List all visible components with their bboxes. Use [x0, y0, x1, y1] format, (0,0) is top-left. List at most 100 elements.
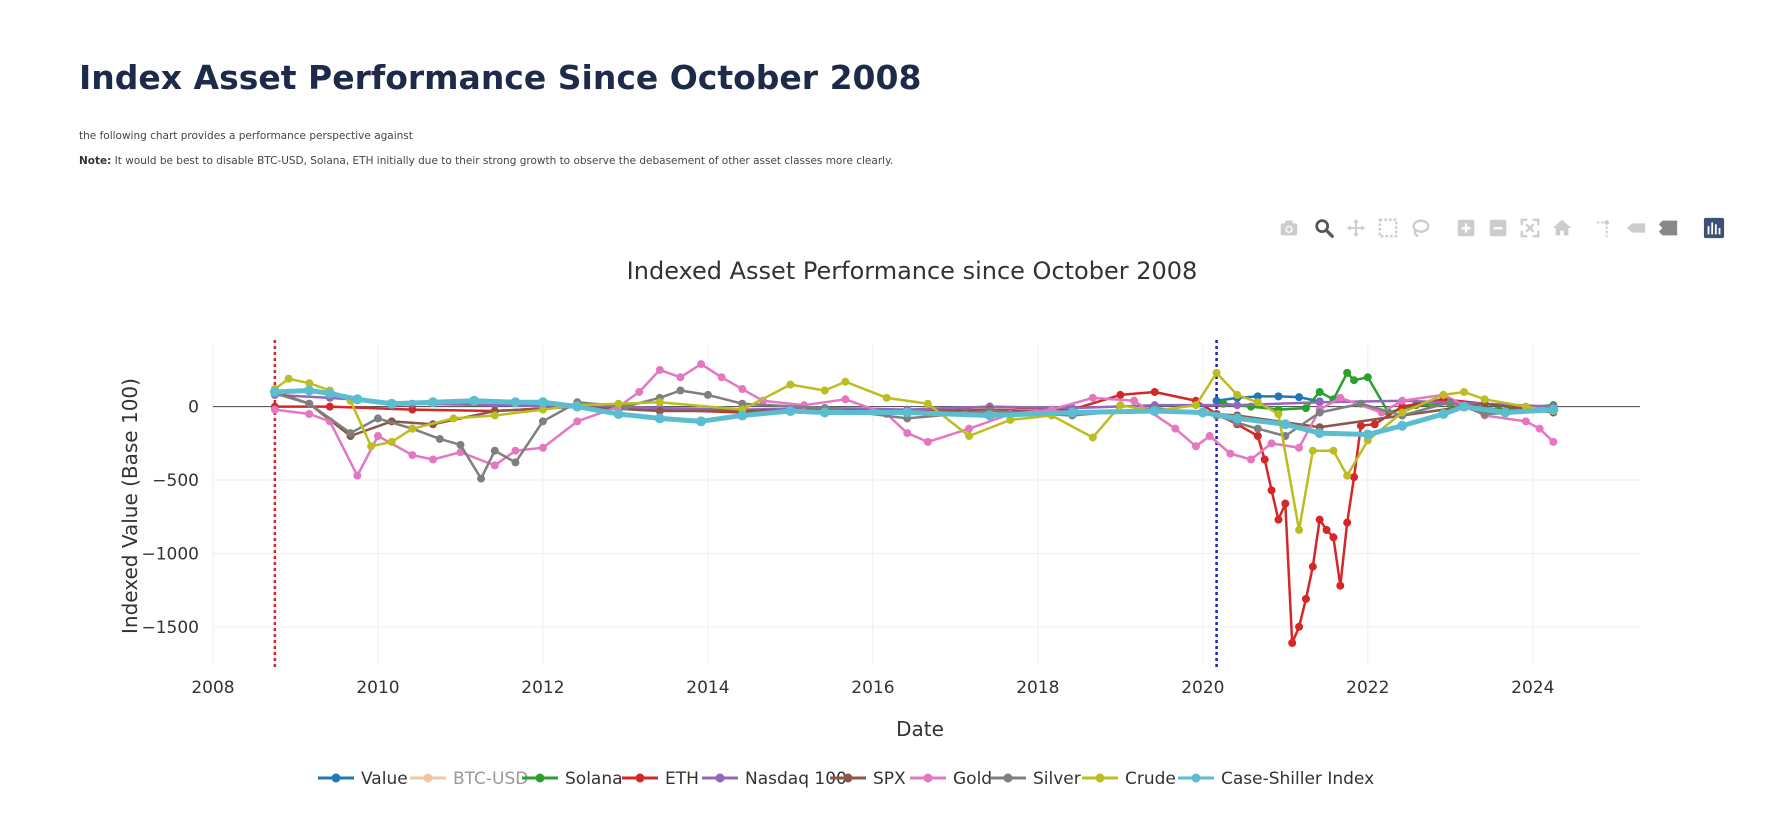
x-tick-label: 2014: [686, 678, 729, 698]
data-point: [490, 461, 499, 470]
legend-swatch-marker: [535, 773, 545, 783]
data-point: [1301, 594, 1310, 603]
pan-icon[interactable]: [1342, 214, 1370, 242]
legend-label: Nasdaq 100: [745, 769, 847, 789]
data-point: [1343, 471, 1352, 480]
data-point: [676, 373, 685, 382]
data-point: [1343, 518, 1352, 527]
legend-item-case-shiller-index[interactable]: Case-Shiller Index: [1178, 769, 1374, 789]
data-point: [1191, 442, 1200, 451]
x-axis-title: Date: [896, 717, 944, 741]
plotly-logo-icon[interactable]: [1700, 214, 1728, 242]
data-point: [1150, 387, 1159, 396]
data-point: [1246, 455, 1255, 464]
data-point: [1226, 449, 1235, 458]
data-point: [511, 458, 520, 467]
legend-item-spx[interactable]: SPX: [830, 769, 906, 789]
data-point: [1212, 368, 1221, 377]
legend-item-solana[interactable]: Solana: [522, 769, 623, 789]
data-point: [738, 399, 747, 408]
hover-compare-icon[interactable]: [1654, 214, 1682, 242]
data-point: [1446, 398, 1455, 407]
hover-closest-icon[interactable]: [1622, 214, 1650, 242]
data-point: [965, 424, 974, 433]
data-point: [1548, 404, 1559, 415]
data-point: [1233, 390, 1242, 399]
data-point: [923, 399, 932, 408]
data-point: [1274, 409, 1283, 418]
legend-label: Case-Shiller Index: [1221, 769, 1374, 789]
x-axis-ticks: 2008 2010 2012 2014 2016 2018 2020 2022 2024: [191, 678, 1554, 698]
zoom-icon[interactable]: [1310, 214, 1338, 242]
legend-item-value[interactable]: Value: [318, 769, 408, 789]
x-tick-label: 2008: [191, 678, 234, 698]
data-point: [1253, 392, 1262, 401]
series-line: [274, 371, 1554, 532]
data-point: [1438, 408, 1449, 419]
legend-item-crude[interactable]: Crude: [1082, 769, 1176, 789]
data-point: [449, 414, 458, 423]
data-point: [1130, 396, 1139, 405]
chart-modebar: [1275, 214, 1745, 244]
data-point: [304, 385, 315, 396]
data-point: [1267, 439, 1276, 448]
data-point: [1521, 417, 1530, 426]
data-point: [841, 395, 850, 404]
data-point: [1253, 432, 1262, 441]
zoom-out-icon[interactable]: [1484, 214, 1512, 242]
autoscale-icon[interactable]: [1516, 214, 1544, 242]
data-point: [635, 387, 644, 396]
data-point: [1219, 399, 1228, 408]
legend-item-btc-usd[interactable]: BTC-USD: [410, 769, 528, 789]
lasso-icon[interactable]: [1406, 214, 1434, 242]
data-point: [305, 379, 314, 388]
data-point: [1329, 533, 1338, 542]
data-point: [386, 398, 397, 409]
legend-item-eth[interactable]: ETH: [622, 769, 699, 789]
y-tick-label: −1000: [141, 544, 199, 564]
grid: [212, 345, 1640, 665]
data-point: [1295, 622, 1304, 631]
legend-label: Silver: [1033, 769, 1081, 789]
legend-label: Crude: [1125, 769, 1176, 789]
data-point: [1500, 407, 1511, 418]
zoom-in-icon[interactable]: [1452, 214, 1480, 242]
data-point: [703, 390, 712, 399]
legend-item-nasdaq-100[interactable]: Nasdaq 100: [702, 769, 847, 789]
legend-label: BTC-USD: [453, 769, 528, 789]
legend-item-gold[interactable]: Gold: [910, 769, 992, 789]
data-point: [1398, 408, 1407, 417]
series-line: [1216, 395, 1320, 403]
legend-item-silver[interactable]: Silver: [990, 769, 1081, 789]
data-point: [1350, 473, 1359, 482]
data-point: [1315, 408, 1324, 417]
data-point: [984, 410, 995, 421]
reset-axes-icon[interactable]: [1548, 214, 1576, 242]
data-point: [1274, 515, 1283, 524]
data-point: [469, 395, 480, 406]
spike-lines-icon[interactable]: [1590, 214, 1618, 242]
data-point: [1253, 398, 1262, 407]
line-chart: Indexed Asset Performance since October …: [118, 257, 1640, 789]
data-point: [697, 360, 706, 369]
data-point: [1205, 432, 1214, 441]
data-point: [305, 409, 314, 418]
data-point: [325, 402, 334, 411]
series-layer: [269, 360, 1559, 647]
data-point: [1295, 393, 1304, 402]
camera-icon[interactable]: [1275, 214, 1303, 242]
data-point: [613, 408, 624, 419]
data-point: [786, 380, 795, 389]
series-line: [274, 362, 1555, 477]
data-point: [352, 394, 363, 405]
data-point: [1116, 401, 1125, 410]
data-point: [477, 474, 486, 483]
y-tick-label: −500: [152, 471, 199, 491]
data-point: [1308, 446, 1317, 455]
data-point: [903, 429, 912, 438]
box-select-icon[interactable]: [1374, 214, 1402, 242]
data-point: [490, 446, 499, 455]
data-point: [269, 386, 280, 397]
data-point: [353, 471, 362, 480]
data-point: [408, 451, 417, 460]
